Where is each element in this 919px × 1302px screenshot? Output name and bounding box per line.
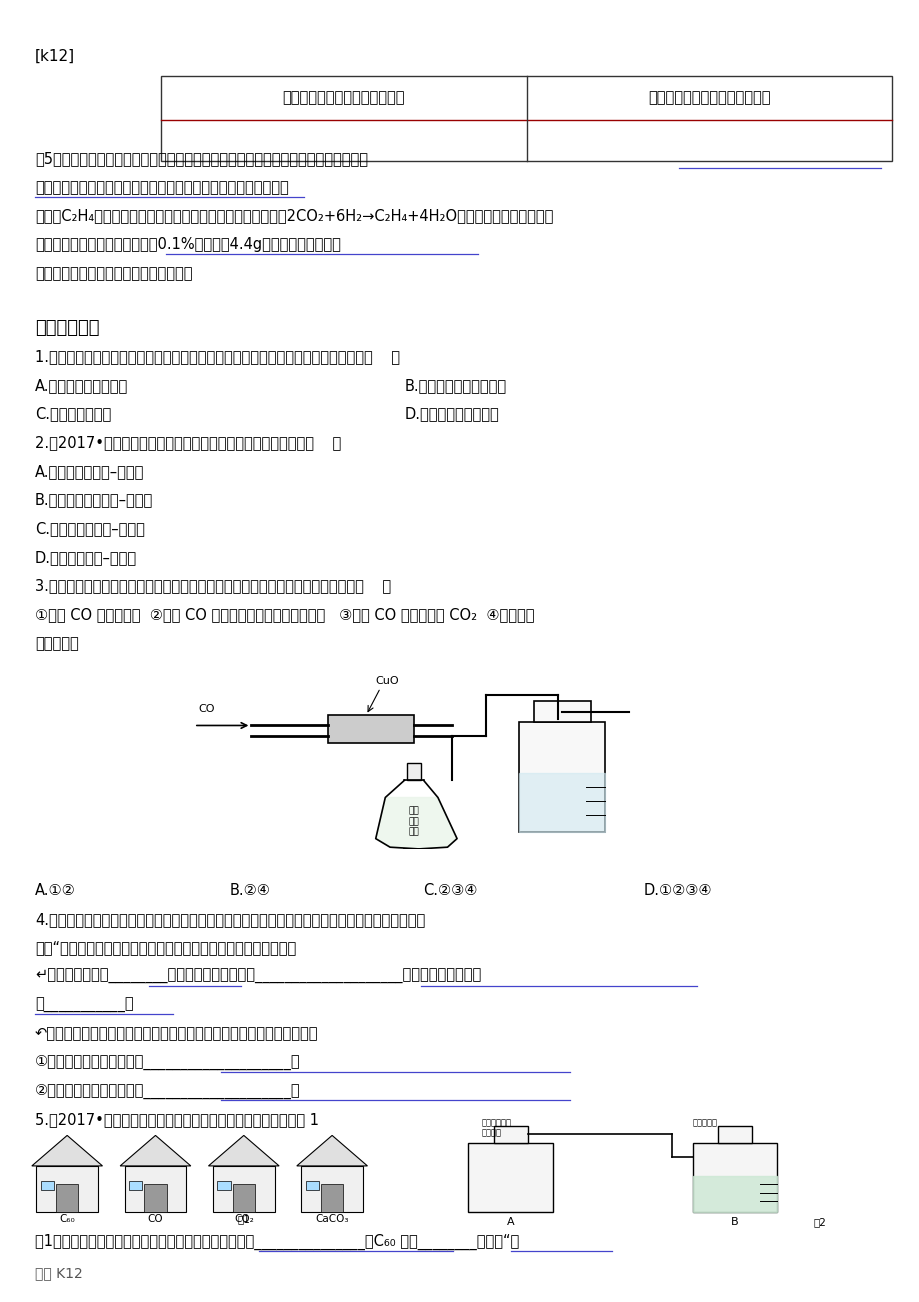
Bar bbox=[533, 702, 590, 723]
Text: （5）人类降低大气中二氧化碳的含量有两个方向：一是减少二氧化碳的带放，另一是: （5）人类降低大气中二氧化碳的含量有两个方向：一是减少二氧化碳的带放，另一是 bbox=[35, 151, 368, 167]
Bar bbox=[406, 849, 421, 876]
Text: ②二氧化碳转化为一氧化碳____________________。: ②二氧化碳转化为一氧化碳____________________。 bbox=[35, 1083, 301, 1099]
Polygon shape bbox=[120, 1135, 190, 1165]
Text: A.都是不溶于水的气体: A.都是不溶于水的气体 bbox=[35, 378, 128, 393]
Text: B: B bbox=[731, 1217, 738, 1228]
Text: 2.（2017•高邮市二模）物质的用途与性质对应关系不合理的是（    ）: 2.（2017•高邮市二模）物质的用途与性质对应关系不合理的是（ ） bbox=[35, 435, 341, 450]
Text: CO₂: CO₂ bbox=[233, 1215, 254, 1224]
Polygon shape bbox=[375, 797, 457, 849]
Bar bbox=[217, 1181, 231, 1190]
Bar bbox=[518, 723, 605, 832]
Text: CuO: CuO bbox=[375, 676, 399, 686]
Polygon shape bbox=[32, 1135, 102, 1165]
Bar bbox=[305, 1181, 319, 1190]
Text: ①说明 CO 具有还原性  ②说明 CO 具有可燃性，又充分利用能源   ③说明 CO 得氧产物是 CO₂  ④有效地防: ①说明 CO 具有还原性 ②说明 CO 具有可燃性，又充分利用能源 ③说明 CO… bbox=[35, 607, 534, 622]
Text: 碳酸溶合: 碳酸溶合 bbox=[481, 1129, 501, 1138]
Text: CO: CO bbox=[148, 1215, 163, 1224]
Bar bbox=[494, 1126, 528, 1143]
Text: B.②④: B.②④ bbox=[230, 883, 270, 898]
Text: 4.世界都是一分为二的，认识世界、研究物质也是如此。即任何物质都对人类有益，同时也对人类有: 4.世界都是一分为二的，认识世界、研究物质也是如此。即任何物质都对人类有益，同时… bbox=[35, 911, 425, 927]
Text: ↵你选取的物质是________，对人类有益的一面是____________________，对人类有害的一面: ↵你选取的物质是________，对人类有益的一面是______________… bbox=[35, 969, 481, 984]
Bar bbox=[233, 1185, 255, 1212]
Text: 害。“请你从二氧化碳、一氧化碳中任选一种物质说明它的两面性。: 害。“请你从二氧化碳、一氧化碳中任选一种物质说明它的两面性。 bbox=[35, 940, 296, 956]
Text: D.①②③④: D.①②③④ bbox=[643, 883, 711, 898]
Bar bbox=[161, 76, 891, 161]
Text: 二、一氧化碳: 二、一氧化碳 bbox=[35, 319, 99, 337]
Text: 二氧化碳的有利一面（举一例）: 二氧化碳的有利一面（举一例） bbox=[648, 90, 770, 105]
Text: A.①②: A.①② bbox=[35, 883, 75, 898]
Polygon shape bbox=[209, 1135, 278, 1165]
Text: A.石墨做电池电极–导电性: A.石墨做电池电极–导电性 bbox=[35, 464, 144, 479]
Text: 澄清
的石
灰水: 澄清 的石 灰水 bbox=[408, 806, 419, 836]
Text: D.活性炭除异味–吸附性: D.活性炭除异味–吸附性 bbox=[35, 549, 137, 565]
Bar bbox=[327, 715, 414, 742]
Text: B.一氧化碳冶炼金属–可燃性: B.一氧化碳冶炼金属–可燃性 bbox=[35, 492, 153, 508]
Bar bbox=[40, 1181, 54, 1190]
Text: 中碳元素的质量分数是（精确到0.1%）．若用4.4g二氧化碳作为原料，: 中碳元素的质量分数是（精确到0.1%）．若用4.4g二氧化碳作为原料， bbox=[35, 237, 340, 253]
Text: B.都是无色无气味的气体: B.都是无色无气味的气体 bbox=[404, 378, 506, 393]
Text: C.金刪石切割玻璃–硬度大: C.金刪石切割玻璃–硬度大 bbox=[35, 521, 144, 536]
Text: [k12]: [k12] bbox=[35, 48, 75, 64]
Text: 图2: 图2 bbox=[812, 1217, 825, 1228]
Bar bbox=[468, 1143, 552, 1212]
Text: CaCO₃: CaCO₃ bbox=[315, 1215, 348, 1224]
Polygon shape bbox=[692, 1176, 777, 1212]
Polygon shape bbox=[297, 1135, 367, 1165]
Text: C.都是有毒的气体: C.都是有毒的气体 bbox=[35, 406, 111, 422]
Text: CO: CO bbox=[199, 704, 215, 713]
Bar bbox=[301, 1165, 363, 1212]
Text: 酒精与温水，: 酒精与温水， bbox=[481, 1118, 511, 1128]
Text: A: A bbox=[506, 1217, 514, 1228]
Text: D.都有可燃性和还原性: D.都有可燃性和还原性 bbox=[404, 406, 499, 422]
Text: 1.一氧化碳和二氧化碳只有一字之差，关于二氧化碳与一氧化碳性质说法中正确的是（    ）: 1.一氧化碳和二氧化碳只有一字之差，关于二氧化碳与一氧化碳性质说法中正确的是（ … bbox=[35, 349, 400, 365]
Bar bbox=[321, 1185, 343, 1212]
Text: 二氧化碳的不利一面（举一例）: 二氧化碳的不利一面（举一例） bbox=[282, 90, 404, 105]
Bar bbox=[692, 1143, 777, 1212]
Text: C.②③④: C.②③④ bbox=[423, 883, 477, 898]
Text: 最新 K12: 最新 K12 bbox=[35, 1267, 83, 1280]
Bar bbox=[718, 1126, 751, 1143]
Text: 5.（2017•江西模拟）走进「碳村庄」，「碳村庄」的格局如图 1: 5.（2017•江西模拟）走进「碳村庄」，「碳村庄」的格局如图 1 bbox=[35, 1112, 319, 1128]
Text: （1）「碳村庄」中的居民中，可作「灭火小能手」的是_______________，C₆₀ 是由________（选填“分: （1）「碳村庄」中的居民中，可作「灭火小能手」的是_______________… bbox=[35, 1234, 518, 1250]
Bar bbox=[124, 1165, 187, 1212]
Text: ↶二氧化碳、一氧化碳是可以相互转化的，请用化学方程式表示此过程：: ↶二氧化碳、一氧化碳是可以相互转化的，请用化学方程式表示此过程： bbox=[35, 1026, 318, 1042]
Polygon shape bbox=[518, 773, 605, 832]
Bar bbox=[36, 1165, 98, 1212]
Bar bbox=[406, 763, 421, 780]
Bar bbox=[144, 1185, 166, 1212]
Text: 图1: 图1 bbox=[237, 1215, 250, 1224]
Bar bbox=[129, 1181, 142, 1190]
Text: ①一氧化碳转化为二氧化碳____________________；: ①一氧化碳转化为二氧化碳____________________； bbox=[35, 1055, 301, 1070]
Bar bbox=[212, 1165, 275, 1212]
Text: 。有科学家经过研究，发现二氧化碳在一定条件下可转化为有机物: 。有科学家经过研究，发现二氧化碳在一定条件下可转化为有机物 bbox=[35, 180, 289, 195]
Text: 是___________。: 是___________。 bbox=[35, 997, 133, 1013]
Text: C₆₀: C₆₀ bbox=[59, 1215, 75, 1224]
Text: 止空气污染: 止空气污染 bbox=[35, 635, 79, 651]
Bar bbox=[56, 1185, 78, 1212]
Text: 则理论上能转化得到乙烯的质量是多少？: 则理论上能转化得到乙烯的质量是多少？ bbox=[35, 266, 192, 281]
Text: 澄清石灰水: 澄清石灰水 bbox=[692, 1118, 717, 1128]
Text: 乙烯（C₂H₄，是生产聚乙烯塑料的原料），其化学方程式为：2CO₂+6H₂→C₂H₄+4H₂O，试回答下列问题：乙烯: 乙烯（C₂H₄，是生产聚乙烯塑料的原料），其化学方程式为：2CO₂+6H₂→C₂… bbox=[35, 208, 552, 224]
Text: 3.实验目的决定实验设计，实验设计反映实验目的。符合如图装置的设计意图的是（    ）: 3.实验目的决定实验设计，实验设计反映实验目的。符合如图装置的设计意图的是（ ） bbox=[35, 578, 391, 594]
